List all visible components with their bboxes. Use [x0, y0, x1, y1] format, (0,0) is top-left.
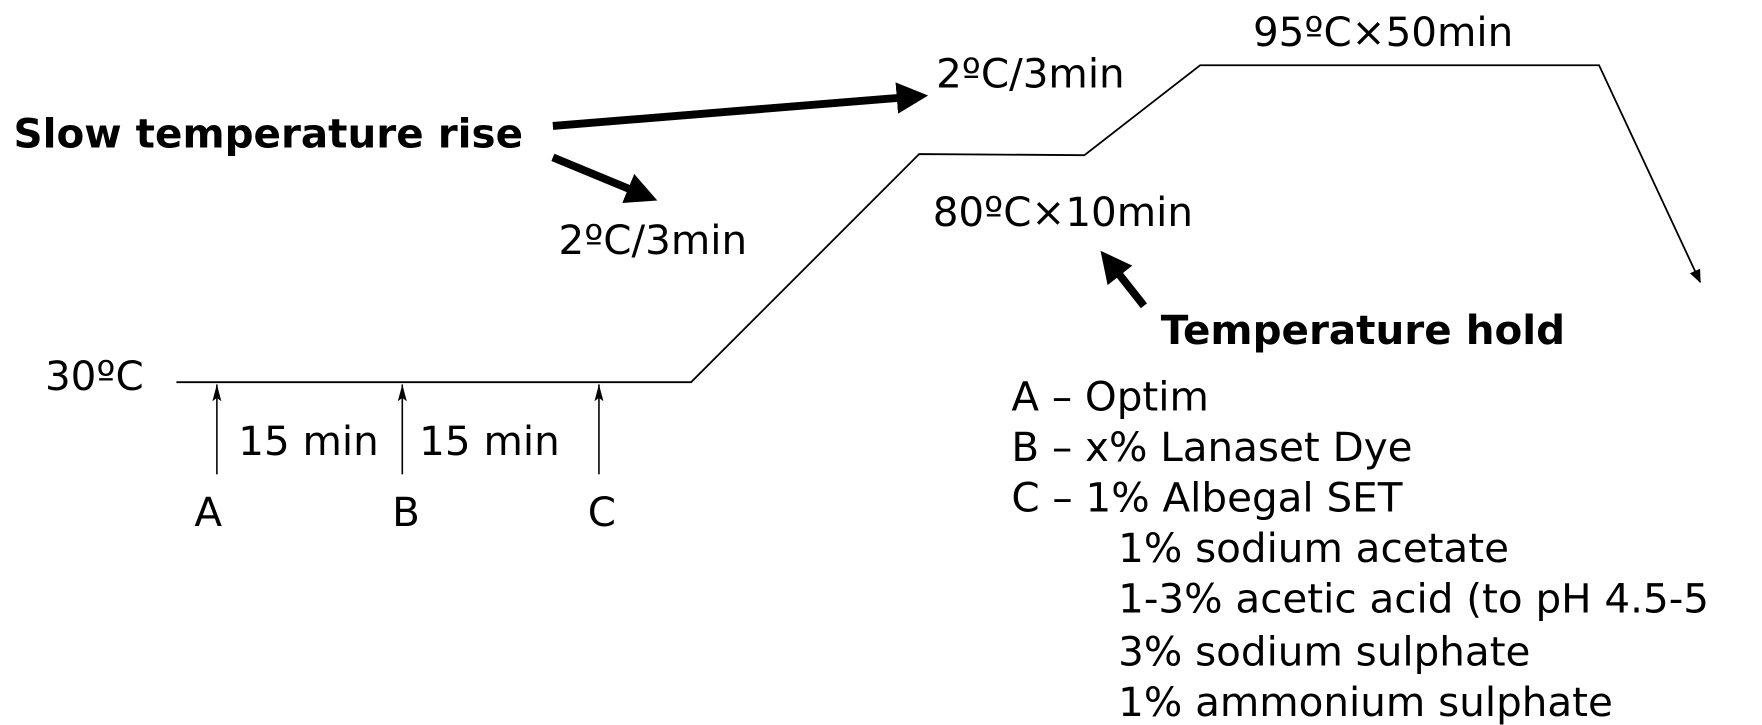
- legend-item: 3% sodium sulphate: [1118, 627, 1530, 675]
- addition-label: C: [588, 488, 616, 536]
- label: 80ºC×10min: [933, 188, 1193, 236]
- legend-item: 1-3% acetic acid (to pH 4.5-5: [1118, 575, 1709, 623]
- label: 30ºC: [45, 352, 144, 400]
- addition-label: A: [194, 488, 222, 536]
- label: 95ºC×50min: [1253, 8, 1513, 56]
- legend-item: 1% ammonium sulphate: [1118, 678, 1613, 725]
- label: Temperature hold: [1161, 306, 1565, 354]
- arrow: [1100, 250, 1148, 309]
- arrow: [552, 82, 929, 130]
- legend-item: C – 1% Albegal SET: [1011, 473, 1402, 521]
- label: 2ºC/3min: [558, 216, 747, 264]
- temperature-profile: [176, 64, 1702, 384]
- interval: 15 min: [419, 417, 560, 465]
- interval: 15 min: [238, 417, 379, 465]
- legend-item: 1% sodium acetate: [1118, 524, 1509, 572]
- legend-item: B – x% Lanaset Dye: [1011, 423, 1412, 471]
- legend-item: A – Optim: [1011, 372, 1209, 420]
- addition-label: B: [392, 488, 420, 536]
- label: Slow temperature rise: [13, 109, 523, 157]
- arrow: [551, 153, 658, 204]
- label: 2ºC/3min: [936, 50, 1125, 98]
